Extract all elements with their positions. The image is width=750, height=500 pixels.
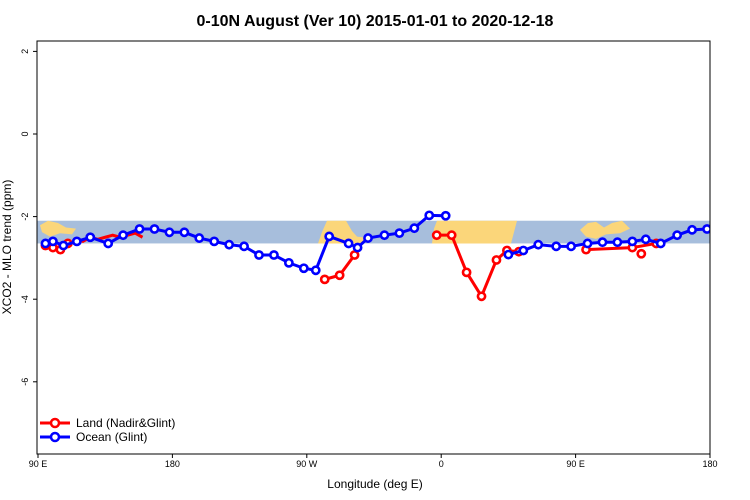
- ocean-point-10: [179, 227, 190, 238]
- ocean-point-8: [149, 224, 160, 234]
- x-tick-label-5: 180: [702, 459, 717, 469]
- x-axis: 90 E 180 90 W 0 90 E 180: [29, 454, 718, 469]
- land-point-6: [349, 250, 360, 260]
- y-tick-label-1: 0: [20, 131, 30, 136]
- x-axis-label: Longitude (deg E): [327, 477, 422, 491]
- plot-frame: [36, 40, 711, 455]
- y-tick-label-2: -2: [20, 213, 30, 221]
- ocean-point-30: [518, 245, 529, 256]
- ocean-point-22: [352, 242, 363, 253]
- ocean-point-21: [343, 238, 354, 249]
- legend: Land (Nadir&Glint) Ocean (Glint): [40, 416, 175, 444]
- ocean-point-42: [702, 224, 710, 234]
- y-tick-label-0: 2: [20, 49, 30, 54]
- ocean-point-6: [118, 230, 129, 241]
- ocean-point-32: [551, 241, 562, 252]
- x-tick-label-3: 0: [439, 459, 444, 469]
- land-point-7: [431, 230, 442, 241]
- map-band: [37, 220, 710, 244]
- ocean-line-0: [45, 227, 350, 272]
- ocean-point-36: [612, 237, 623, 248]
- land-line-3: [436, 233, 520, 298]
- ocean-point-15: [254, 250, 264, 260]
- ocean-point-38: [640, 234, 651, 245]
- ocean-point-26: [409, 223, 420, 234]
- x-tick-label-2: 90 W: [296, 459, 318, 469]
- x-tick-label-4: 90 E: [566, 459, 585, 469]
- legend-land-label: Land (Nadir&Glint): [76, 416, 175, 430]
- ocean-point-27: [424, 210, 435, 221]
- ocean-point-41: [687, 224, 697, 235]
- ocean-point-35: [597, 237, 608, 248]
- y-axis: 2 0 -2 -4 -6: [20, 49, 37, 386]
- ocean-point-37: [627, 236, 638, 247]
- ocean-point-2: [58, 240, 69, 251]
- ocean-point-39: [655, 238, 666, 249]
- ocean-point-5: [103, 238, 114, 249]
- ocean-point-34: [582, 238, 593, 249]
- land-asia-right: [580, 220, 630, 239]
- y-axis-label: XCO2 - MLO trend (ppm): [0, 180, 14, 315]
- ocean-point-12: [209, 236, 220, 247]
- ocean-point-17: [283, 257, 294, 268]
- x-tick-label-1: 180: [165, 459, 180, 469]
- ocean-point-7: [134, 224, 145, 234]
- ocean-point-31: [533, 239, 544, 250]
- land-point-4: [319, 274, 330, 285]
- ocean-point-29: [503, 249, 514, 260]
- land-asia-left: [40, 220, 76, 237]
- ocean-point-11: [194, 233, 205, 243]
- ocean-point-1: [48, 236, 58, 247]
- land-point-16: [636, 248, 647, 259]
- land-africa: [432, 220, 517, 244]
- y-tick-label-4: -6: [20, 378, 30, 386]
- ocean-point-13: [224, 239, 235, 250]
- land-point-10: [476, 291, 487, 302]
- ocean-point-23: [363, 233, 373, 243]
- ocean-point-20: [324, 231, 335, 242]
- ocean-point-18: [298, 263, 309, 274]
- land-point-9: [461, 267, 472, 278]
- y-tick-label-3: -4: [20, 295, 30, 303]
- ocean-point-4: [85, 232, 96, 243]
- series-layer: [40, 210, 710, 302]
- land-point-8: [446, 230, 457, 241]
- chart-title: 0-10N August (Ver 10) 2015-01-01 to 2020…: [197, 13, 554, 30]
- ocean-point-3: [71, 236, 82, 247]
- ocean-point-16: [269, 250, 279, 260]
- ocean-point-14: [239, 241, 249, 252]
- ocean-point-25: [394, 228, 405, 239]
- ocean-point-28: [440, 210, 451, 221]
- ocean-point-19: [310, 265, 321, 276]
- legend-land-marker: [49, 417, 61, 429]
- ocean-point-9: [164, 227, 175, 238]
- ocean-point-40: [672, 230, 683, 241]
- legend-ocean-marker: [49, 431, 61, 443]
- land-point-11: [491, 255, 502, 265]
- legend-ocean-label: Ocean (Glint): [76, 430, 147, 444]
- ocean-point-33: [566, 241, 577, 252]
- ocean-point-0: [40, 238, 51, 249]
- ocean-band: [37, 220, 710, 244]
- land-point-5: [334, 270, 345, 281]
- x-tick-label-0: 90 E: [29, 459, 48, 469]
- ocean-point-24: [379, 230, 390, 241]
